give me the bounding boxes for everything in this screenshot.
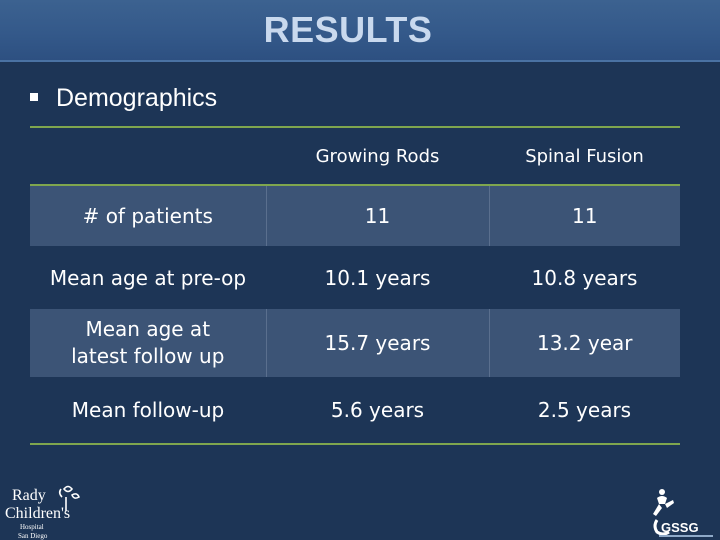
row-label: Mean age at latest follow up	[30, 309, 267, 377]
growing-rods-value: 15.7 years	[266, 309, 490, 377]
logo-line: Hospital	[20, 523, 44, 531]
header-cell-empty	[30, 126, 266, 186]
row-label-line: Mean age at	[85, 317, 211, 341]
spinal-fusion-value: 13.2 year	[489, 309, 680, 377]
header-growing-rods: Growing Rods	[266, 126, 489, 186]
spinal-fusion-value: 10.8 years	[489, 246, 680, 309]
logo-line: Rady	[12, 487, 46, 504]
row-label: Mean follow-up	[30, 377, 266, 445]
row-label: Mean age at pre-op	[30, 246, 266, 309]
row-label-line: latest follow up	[71, 344, 225, 368]
row-label: # of patients	[30, 185, 267, 246]
growing-rods-value: 10.1 years	[266, 246, 489, 309]
title-bar: RESULTS	[0, 0, 720, 62]
logo-line: San Diego	[18, 532, 48, 540]
bullet-text: Demographics	[56, 84, 218, 112]
demographics-table: Growing Rods Spinal Fusion # of patients…	[30, 126, 680, 445]
spinal-fusion-value: 2.5 years	[489, 377, 680, 445]
table-row: Mean follow-up 5.6 years 2.5 years	[30, 377, 680, 445]
table-header-row: Growing Rods Spinal Fusion	[30, 126, 680, 186]
square-bullet-icon	[30, 93, 38, 101]
logo-text: GSSG	[661, 520, 699, 535]
table-row: # of patients 11 11	[30, 185, 680, 246]
growing-rods-value: 5.6 years	[266, 377, 489, 445]
growing-rods-value: 11	[266, 185, 490, 246]
table-row: Mean age at pre-op 10.1 years 10.8 years	[30, 246, 680, 309]
header-spinal-fusion: Spinal Fusion	[489, 126, 680, 186]
rady-childrens-logo: Rady Children's Hospital San Diego	[5, 485, 80, 540]
slide-title: RESULTS	[263, 9, 433, 50]
gssg-logo: GSSG	[653, 489, 713, 537]
logo-line: Children's	[5, 505, 70, 522]
spinal-fusion-value: 11	[489, 185, 680, 246]
table-row: Mean age at latest follow up 15.7 years …	[30, 309, 680, 377]
